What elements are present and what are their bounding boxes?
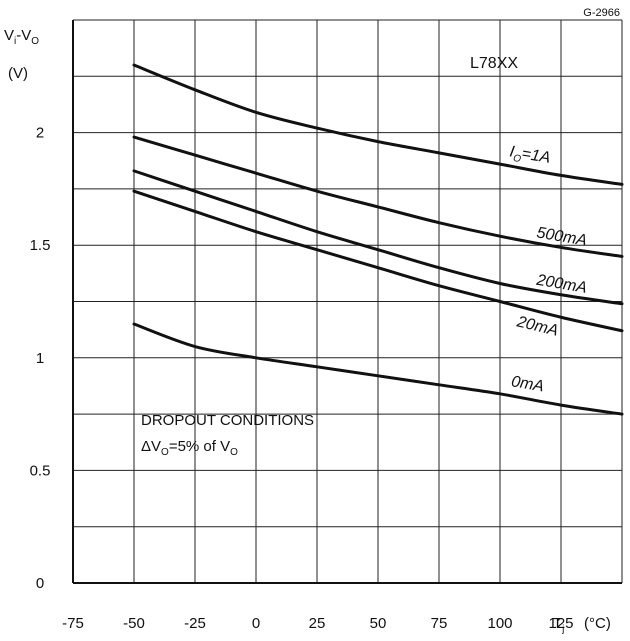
y-tick-labels: 0 0.5 1 1.5 2 xyxy=(30,125,51,592)
y-axis-label-base: V xyxy=(4,27,14,44)
series-line-0 xyxy=(132,63,624,186)
series-line-1 xyxy=(132,135,624,258)
annotation-line2-sub: O xyxy=(161,447,169,458)
figure-code: G-2966 xyxy=(583,7,620,19)
annotation-line2-sub2: O xyxy=(230,447,238,458)
series-line-2 xyxy=(132,169,624,306)
series-group xyxy=(132,63,624,416)
annotation-line2-mid: =5% of V xyxy=(169,438,230,455)
x-tick-label: 0 xyxy=(252,615,260,632)
y-axis-label-sub: i xyxy=(14,36,16,47)
x-tick-label: 25 xyxy=(309,615,326,632)
plot-frame xyxy=(72,19,623,584)
y-axis-unit: (V) xyxy=(8,65,28,82)
x-axis-label: Tj xyxy=(553,615,564,635)
y-tick-label: 1 xyxy=(36,350,44,367)
series-label-4: 0mA xyxy=(510,373,545,395)
x-axis-label-sub: j xyxy=(561,624,564,635)
y-tick-label: 0 xyxy=(36,575,44,592)
y-axis-label-sub2: O xyxy=(31,36,39,47)
annotation-line2-prefix: ΔV xyxy=(141,438,161,455)
x-tick-label: -50 xyxy=(123,615,145,632)
y-tick-label: 0.5 xyxy=(30,462,51,479)
x-axis-label-base: T xyxy=(553,615,562,632)
x-axis-unit: (°C) xyxy=(584,615,611,632)
y-tick-label: 1.5 xyxy=(30,237,51,254)
annotation-line1: DROPOUT CONDITIONS xyxy=(141,412,314,429)
y-axis-label-mid: -V xyxy=(16,27,31,44)
series-line-4 xyxy=(132,322,624,416)
x-tick-label: 75 xyxy=(431,615,448,632)
annotation-line2: ΔVO=5% of VO xyxy=(141,438,238,458)
grid xyxy=(73,20,622,583)
series-line-3 xyxy=(132,189,624,333)
y-tick-label: 2 xyxy=(36,125,44,142)
x-tick-labels: -75 -50 -25 0 25 50 75 100 125 xyxy=(62,615,573,632)
chart-title: L78XX xyxy=(470,55,518,72)
x-tick-label: 50 xyxy=(370,615,387,632)
x-tick-label: -25 xyxy=(184,615,206,632)
x-tick-label: 100 xyxy=(487,615,512,632)
series-label-0: IO=1A xyxy=(508,143,552,169)
series-label-3: 20mA xyxy=(514,313,560,340)
x-tick-label: -75 xyxy=(62,615,84,632)
y-axis-label: Vi-VO xyxy=(4,27,39,47)
x-tick-label: 125 xyxy=(548,615,573,632)
